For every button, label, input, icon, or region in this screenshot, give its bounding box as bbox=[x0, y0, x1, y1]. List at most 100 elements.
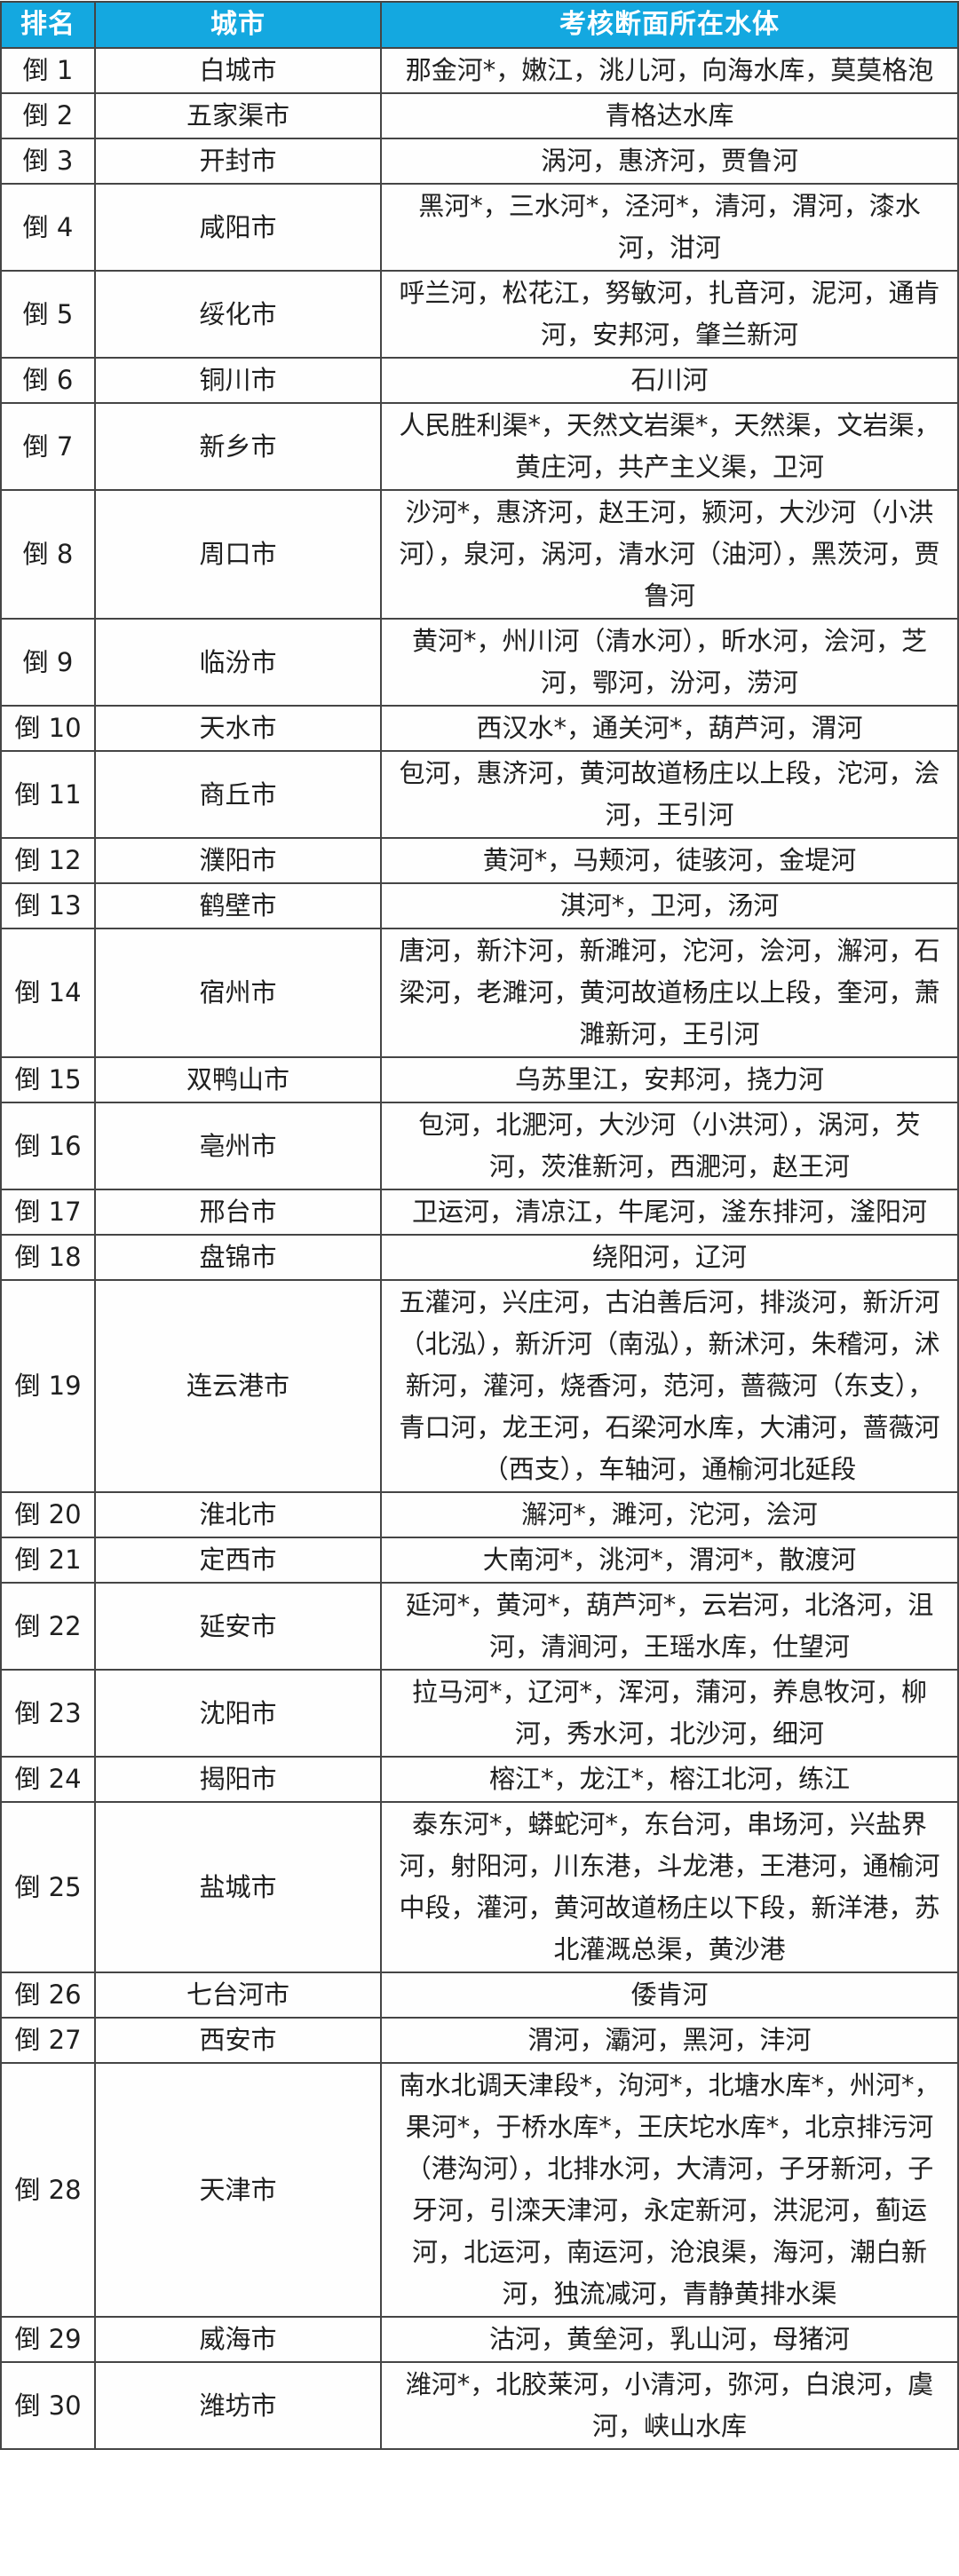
table-row: 倒 22 延安市 延河*，黄河*，葫芦河*，云岩河，北洛河，沮河，清涧河，王瑶水… bbox=[0, 1582, 959, 1671]
table-row: 倒 7 新乡市 人民胜利渠*，天然文岩渠*，天然渠，文岩渠，黄庄河，共产主义渠，… bbox=[0, 402, 959, 491]
rank-cell: 倒 12 bbox=[0, 837, 96, 884]
waters-cell: 涡河，惠济河，贾鲁河 bbox=[380, 138, 959, 185]
waters-cell: 包河，北淝河，大沙河（小洪河），涡河，芡河，茨淮新河，西淝河，赵王河 bbox=[380, 1102, 959, 1190]
waters-cell: 那金河*，嫩江，洮儿河，向海水库，莫莫格泡 bbox=[380, 47, 959, 94]
city-cell: 开封市 bbox=[94, 138, 382, 185]
rank-cell: 倒 15 bbox=[0, 1056, 96, 1103]
city-cell: 西安市 bbox=[94, 2017, 382, 2064]
rank-cell: 倒 22 bbox=[0, 1582, 96, 1671]
table-row: 倒 15 双鸭山市 乌苏里江，安邦河，挠力河 bbox=[0, 1056, 959, 1103]
table-row: 倒 28 天津市 南水北调天津段*，泃河*，北塘水库*，州河*，果河*，于桥水库… bbox=[0, 2062, 959, 2318]
rank-cell: 倒 24 bbox=[0, 1756, 96, 1803]
waters-cell: 包河，惠济河，黄河故道杨庄以上段，沱河，浍河，王引河 bbox=[380, 750, 959, 839]
header-waters: 考核断面所在水体 bbox=[380, 1, 959, 49]
city-cell: 天水市 bbox=[94, 705, 382, 752]
table-header-row: 排名 城市 考核断面所在水体 bbox=[0, 1, 959, 49]
waters-cell: 绕阳河，辽河 bbox=[380, 1234, 959, 1281]
table-row: 倒 30 潍坊市 潍河*，北胶莱河，小清河，弥河，白浪河，虞河，峡山水库 bbox=[0, 2361, 959, 2450]
waters-cell: 石川河 bbox=[380, 357, 959, 404]
waters-cell: 榕江*，龙江*，榕江北河，练江 bbox=[380, 1756, 959, 1803]
table-row: 倒 2 五家渠市 青格达水库 bbox=[0, 92, 959, 139]
table-row: 倒 1 白城市 那金河*，嫩江，洮儿河，向海水库，莫莫格泡 bbox=[0, 47, 959, 94]
rank-cell: 倒 2 bbox=[0, 92, 96, 139]
city-cell: 咸阳市 bbox=[94, 183, 382, 272]
city-cell: 连云港市 bbox=[94, 1279, 382, 1493]
waters-cell: 澥河*，濉河，沱河，浍河 bbox=[380, 1491, 959, 1538]
rank-cell: 倒 3 bbox=[0, 138, 96, 185]
table-row: 倒 17 邢台市 卫运河，清凉江，牛尾河，滏东排河，滏阳河 bbox=[0, 1189, 959, 1236]
waters-cell: 黄河*，马颊河，徒骇河，金堤河 bbox=[380, 837, 959, 884]
rank-cell: 倒 9 bbox=[0, 618, 96, 707]
table-row: 倒 14 宿州市 唐河，新汴河，新濉河，沱河，浍河，澥河，石梁河，老濉河，黄河故… bbox=[0, 928, 959, 1058]
city-cell: 宿州市 bbox=[94, 928, 382, 1058]
waters-cell: 潍河*，北胶莱河，小清河，弥河，白浪河，虞河，峡山水库 bbox=[380, 2361, 959, 2450]
table-row: 倒 16 亳州市 包河，北淝河，大沙河（小洪河），涡河，芡河，茨淮新河，西淝河，… bbox=[0, 1102, 959, 1190]
table-row: 倒 23 沈阳市 拉马河*，辽河*，浑河，蒲河，养息牧河，柳河，秀水河，北沙河，… bbox=[0, 1669, 959, 1758]
table-row: 倒 12 濮阳市 黄河*，马颊河，徒骇河，金堤河 bbox=[0, 837, 959, 884]
waters-cell: 渭河，灞河，黑河，沣河 bbox=[380, 2017, 959, 2064]
city-cell: 商丘市 bbox=[94, 750, 382, 839]
city-cell: 濮阳市 bbox=[94, 837, 382, 884]
rank-cell: 倒 21 bbox=[0, 1537, 96, 1584]
table-row: 倒 4 咸阳市 黑河*，三水河*，泾河*，清河，渭河，漆水河，泔河 bbox=[0, 183, 959, 272]
waters-cell: 黑河*，三水河*，泾河*，清河，渭河，漆水河，泔河 bbox=[380, 183, 959, 272]
rank-cell: 倒 16 bbox=[0, 1102, 96, 1190]
table-row: 倒 21 定西市 大南河*，洮河*，渭河*，散渡河 bbox=[0, 1537, 959, 1584]
waters-cell: 西汉水*，通关河*，葫芦河，渭河 bbox=[380, 705, 959, 752]
rank-cell: 倒 27 bbox=[0, 2017, 96, 2064]
city-cell: 亳州市 bbox=[94, 1102, 382, 1190]
rank-cell: 倒 28 bbox=[0, 2062, 96, 2318]
city-cell: 沈阳市 bbox=[94, 1669, 382, 1758]
city-cell: 揭阳市 bbox=[94, 1756, 382, 1803]
rank-cell: 倒 14 bbox=[0, 928, 96, 1058]
rank-cell: 倒 11 bbox=[0, 750, 96, 839]
rank-cell: 倒 5 bbox=[0, 270, 96, 359]
table-row: 倒 20 淮北市 澥河*，濉河，沱河，浍河 bbox=[0, 1491, 959, 1538]
rank-cell: 倒 29 bbox=[0, 2316, 96, 2363]
rank-cell: 倒 7 bbox=[0, 402, 96, 491]
table-row: 倒 29 威海市 沽河，黄垒河，乳山河，母猪河 bbox=[0, 2316, 959, 2363]
city-water-ranking-table: 排名 城市 考核断面所在水体 倒 1 白城市 那金河*，嫩江，洮儿河，向海水库，… bbox=[0, 1, 959, 2450]
rank-cell: 倒 8 bbox=[0, 489, 96, 620]
city-cell: 周口市 bbox=[94, 489, 382, 620]
waters-cell: 延河*，黄河*，葫芦河*，云岩河，北洛河，沮河，清涧河，王瑶水库，仕望河 bbox=[380, 1582, 959, 1671]
table-row: 倒 6 铜川市 石川河 bbox=[0, 357, 959, 404]
city-cell: 天津市 bbox=[94, 2062, 382, 2318]
rank-cell: 倒 26 bbox=[0, 1972, 96, 2019]
table-row: 倒 19 连云港市 五灌河，兴庄河，古泊善后河，排淡河，新沂河（北泓），新沂河（… bbox=[0, 1279, 959, 1493]
city-cell: 淮北市 bbox=[94, 1491, 382, 1538]
waters-cell: 呼兰河，松花江，努敏河，扎音河，泥河，通肯河，安邦河，肇兰新河 bbox=[380, 270, 959, 359]
table-row: 倒 25 盐城市 泰东河*，蟒蛇河*，东台河，串场河，兴盐界河，射阳河，川东港，… bbox=[0, 1801, 959, 1973]
waters-cell: 五灌河，兴庄河，古泊善后河，排淡河，新沂河（北泓），新沂河（南泓），新沭河，朱稽… bbox=[380, 1279, 959, 1493]
table-row: 倒 10 天水市 西汉水*，通关河*，葫芦河，渭河 bbox=[0, 705, 959, 752]
header-rank: 排名 bbox=[0, 1, 96, 49]
waters-cell: 南水北调天津段*，泃河*，北塘水库*，州河*，果河*，于桥水库*，王庆坨水库*，… bbox=[380, 2062, 959, 2318]
waters-cell: 淇河*，卫河，汤河 bbox=[380, 882, 959, 929]
city-cell: 五家渠市 bbox=[94, 92, 382, 139]
rank-cell: 倒 1 bbox=[0, 47, 96, 94]
city-cell: 鹤壁市 bbox=[94, 882, 382, 929]
waters-cell: 人民胜利渠*，天然文岩渠*，天然渠，文岩渠，黄庄河，共产主义渠，卫河 bbox=[380, 402, 959, 491]
waters-cell: 沙河*，惠济河，赵王河，颍河，大沙河（小洪河），泉河，涡河，清水河（油河），黑茨… bbox=[380, 489, 959, 620]
rank-cell: 倒 4 bbox=[0, 183, 96, 272]
waters-cell: 沽河，黄垒河，乳山河，母猪河 bbox=[380, 2316, 959, 2363]
rank-cell: 倒 19 bbox=[0, 1279, 96, 1493]
rank-cell: 倒 6 bbox=[0, 357, 96, 404]
table-row: 倒 27 西安市 渭河，灞河，黑河，沣河 bbox=[0, 2017, 959, 2064]
city-cell: 延安市 bbox=[94, 1582, 382, 1671]
city-cell: 盐城市 bbox=[94, 1801, 382, 1973]
city-cell: 邢台市 bbox=[94, 1189, 382, 1236]
table-row: 倒 24 揭阳市 榕江*，龙江*，榕江北河，练江 bbox=[0, 1756, 959, 1803]
rank-cell: 倒 17 bbox=[0, 1189, 96, 1236]
city-cell: 铜川市 bbox=[94, 357, 382, 404]
city-cell: 白城市 bbox=[94, 47, 382, 94]
waters-cell: 倭肯河 bbox=[380, 1972, 959, 2019]
table-row: 倒 5 绥化市 呼兰河，松花江，努敏河，扎音河，泥河，通肯河，安邦河，肇兰新河 bbox=[0, 270, 959, 359]
city-cell: 临汾市 bbox=[94, 618, 382, 707]
waters-cell: 泰东河*，蟒蛇河*，东台河，串场河，兴盐界河，射阳河，川东港，斗龙港，王港河，通… bbox=[380, 1801, 959, 1973]
waters-cell: 乌苏里江，安邦河，挠力河 bbox=[380, 1056, 959, 1103]
table-row: 倒 3 开封市 涡河，惠济河，贾鲁河 bbox=[0, 138, 959, 185]
city-cell: 七台河市 bbox=[94, 1972, 382, 2019]
city-cell: 绥化市 bbox=[94, 270, 382, 359]
